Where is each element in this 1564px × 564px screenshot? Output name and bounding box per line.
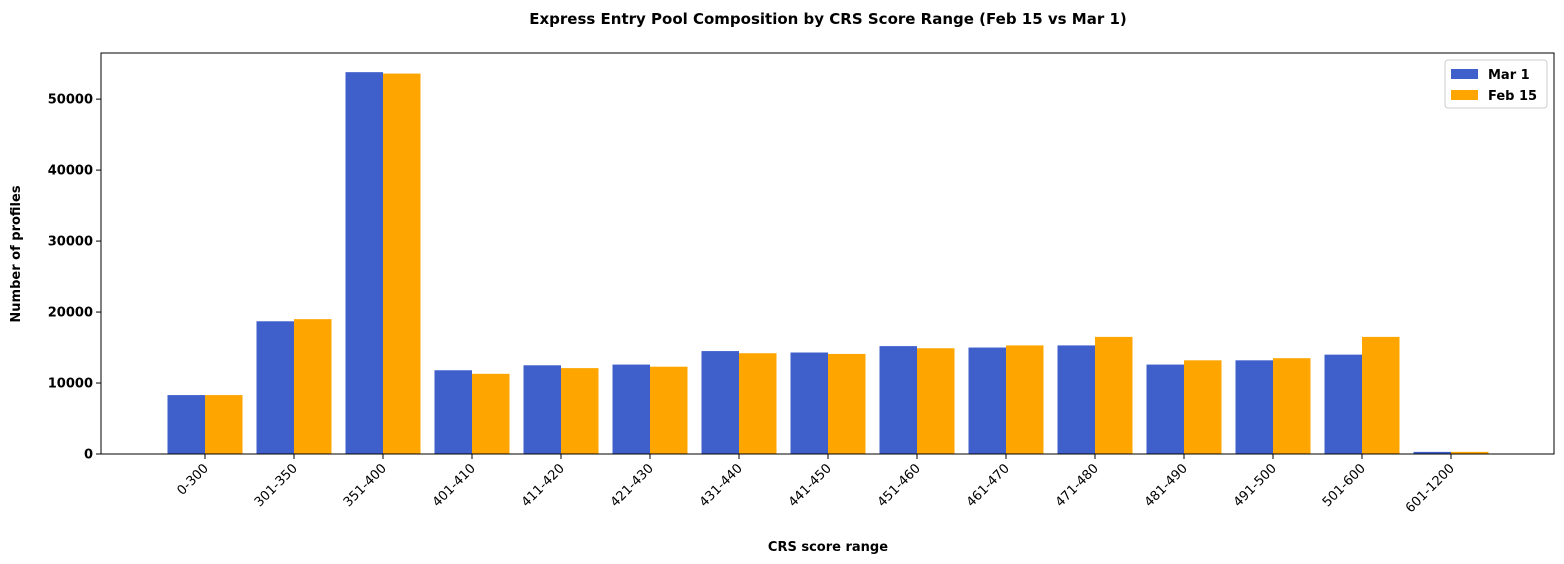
- bar-mar-1-501-600: [1324, 354, 1362, 454]
- x-tick-label: 501-600: [1320, 461, 1369, 510]
- x-tick-label: 0-300: [175, 461, 212, 498]
- x-tick-label: 351-400: [341, 461, 390, 510]
- x-tick-label: 301-350: [252, 461, 301, 510]
- x-tick-label: 451-460: [875, 461, 924, 510]
- x-tick-label: 601-1200: [1403, 461, 1458, 516]
- legend-label: Feb 15: [1488, 89, 1537, 104]
- y-tick-label: 30000: [48, 235, 93, 250]
- x-tick-label: 481-490: [1142, 461, 1191, 510]
- x-axis-label: CRS score range: [768, 540, 888, 555]
- chart-title: Express Entry Pool Composition by CRS Sc…: [529, 10, 1127, 28]
- y-tick-label: 0: [84, 448, 93, 463]
- legend: Mar 1 Feb 15: [1444, 59, 1548, 109]
- plot-area: 0 10000 20000 30000 40000 50000 0-300 301-350 35…: [48, 52, 1555, 516]
- bar-feb-15-601-1200: [1451, 451, 1489, 454]
- bar-mar-1-461-470: [968, 347, 1006, 454]
- legend-swatch: [1451, 90, 1478, 100]
- bar-mar-1-601-1200: [1413, 451, 1451, 454]
- y-tick-label: 10000: [48, 377, 93, 392]
- bar-feb-15-421-430: [650, 366, 688, 454]
- bar-mar-1-421-430: [612, 364, 650, 454]
- x-tick-label: 441-450: [786, 461, 835, 510]
- bar-feb-15-491-500: [1273, 358, 1311, 454]
- x-tick-label: 411-420: [519, 461, 568, 510]
- x-tick-label: 461-470: [964, 461, 1013, 510]
- bar-feb-15-351-400: [383, 73, 421, 454]
- bar-feb-15-0-300: [205, 395, 243, 454]
- y-tick-label: 40000: [48, 164, 93, 179]
- bar-feb-15-441-450: [828, 353, 866, 454]
- x-tick-label: 421-430: [608, 461, 657, 510]
- bar-feb-15-461-470: [1006, 345, 1044, 454]
- bar-mar-1-301-350: [256, 321, 294, 454]
- x-tick-label: 491-500: [1231, 461, 1280, 510]
- bar-mar-1-401-410: [434, 370, 472, 454]
- bar-mar-1-0-300: [167, 395, 205, 454]
- bar-feb-15-471-480: [1095, 336, 1133, 454]
- legend-swatch: [1451, 69, 1478, 79]
- bar-mar-1-431-440: [701, 351, 739, 454]
- bar-feb-15-451-460: [917, 348, 955, 454]
- legend-label: Mar 1: [1488, 68, 1530, 83]
- y-axis-label: Number of profiles: [9, 185, 24, 322]
- bar-mar-1-451-460: [879, 346, 917, 454]
- bar-mar-1-491-500: [1235, 360, 1273, 454]
- y-tick-label: 20000: [48, 306, 93, 321]
- x-tick-label: 431-440: [697, 461, 746, 510]
- bar-feb-15-481-490: [1184, 360, 1222, 454]
- y-tick-label: 50000: [48, 93, 93, 108]
- bar-feb-15-501-600: [1362, 336, 1400, 454]
- bar-mar-1-411-420: [523, 365, 561, 454]
- bar-feb-15-301-350: [294, 319, 332, 454]
- bar-feb-15-401-410: [472, 373, 510, 454]
- bar-feb-15-411-420: [561, 368, 599, 454]
- x-tick-label: 471-480: [1053, 461, 1102, 510]
- bar-mar-1-441-450: [790, 352, 828, 454]
- bar-mar-1-351-400: [345, 72, 383, 454]
- bar-mar-1-471-480: [1057, 345, 1095, 454]
- x-tick-label: 401-410: [430, 461, 479, 510]
- bar-feb-15-431-440: [739, 353, 777, 454]
- bar-mar-1-481-490: [1146, 364, 1184, 454]
